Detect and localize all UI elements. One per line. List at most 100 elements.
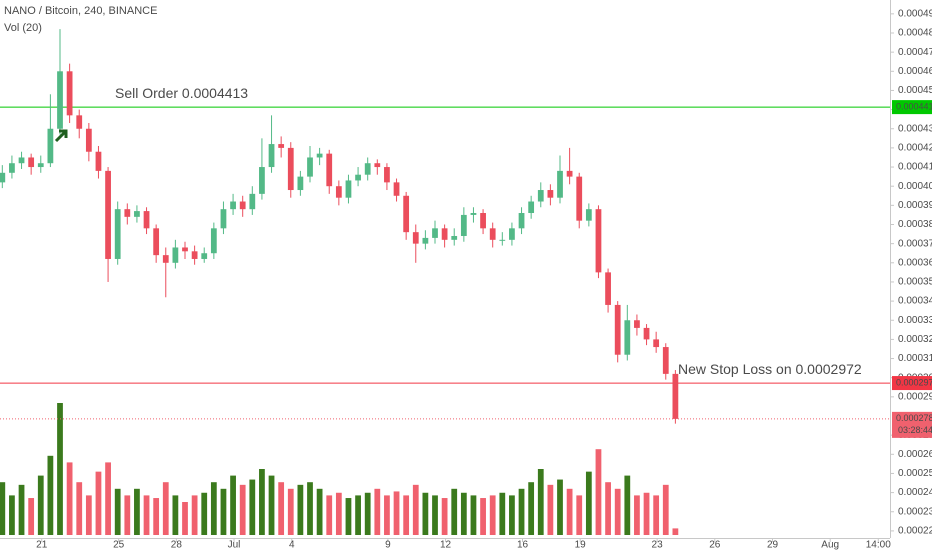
candle-body [85, 128, 92, 152]
candle-body [57, 71, 63, 129]
volume-bar [480, 498, 486, 535]
candle-body [403, 195, 410, 233]
candle-body [412, 232, 419, 244]
price-box [892, 411, 932, 438]
volume-bar [345, 498, 352, 535]
volume-bar [499, 492, 506, 535]
volume-bar [28, 498, 35, 535]
x-tick-label: 28 [171, 540, 183, 550]
volume-bar [393, 491, 400, 535]
candle-body [605, 272, 611, 305]
volume-bar [595, 449, 602, 535]
y-tick-label: 0.0002600 [898, 449, 932, 460]
x-tick-label: 16 [517, 540, 529, 550]
volume-bar [143, 495, 150, 535]
volume-bar [566, 488, 573, 535]
x-tick-label: 21 [36, 540, 48, 550]
y-tick-label: 0.0004500 [898, 85, 932, 96]
x-tick-label: 29 [767, 540, 779, 550]
volume-bar [239, 484, 246, 535]
volume-bar [576, 495, 583, 535]
volume-bar [37, 475, 44, 535]
candle-body [307, 157, 313, 177]
candle-body [28, 157, 35, 168]
volume-bar [9, 495, 15, 535]
candle-body [614, 304, 621, 355]
y-tick-label: 0.0004200 [898, 143, 932, 154]
volume-bar [278, 482, 285, 535]
candle-body [66, 71, 73, 116]
y-tick-label: 0.0004700 [898, 47, 932, 58]
candle-body [643, 327, 650, 340]
x-tick-label: 25 [113, 540, 125, 550]
candle-body [230, 201, 236, 210]
candle-body [585, 209, 592, 221]
candle-body [191, 251, 198, 259]
volume-bar [287, 488, 294, 535]
candle-body [9, 163, 15, 173]
volume-bar [230, 475, 236, 535]
volume-bar [307, 482, 313, 535]
candle-body [259, 167, 265, 194]
candle-body [76, 115, 83, 129]
y-tick-label: 0.0002900 [898, 391, 932, 402]
price-box [892, 376, 932, 391]
volume-bar [412, 484, 419, 535]
y-tick-label: 0.0002200 [898, 526, 932, 537]
candle-body [220, 209, 227, 229]
y-tick-label: 0.0002400 [898, 487, 932, 498]
price-box [892, 100, 932, 115]
volume-bar [643, 492, 650, 535]
candle-body [422, 237, 429, 244]
candle-body [239, 201, 246, 210]
volume-bar [547, 484, 554, 535]
candle-body [134, 211, 140, 217]
candle-body [18, 157, 25, 164]
candle-body [182, 247, 188, 252]
candle-body [95, 151, 102, 171]
volume-bar [384, 495, 390, 535]
candle-body [557, 170, 563, 198]
candle-body [480, 213, 486, 229]
y-tick-label: 0.0004900 [898, 8, 932, 19]
candle-body [153, 228, 160, 256]
candle-body [662, 347, 669, 374]
x-tick-label: 23 [652, 540, 664, 550]
volume-bar [114, 488, 121, 535]
volume-bar [451, 488, 458, 535]
y-tick-label: 0.0004800 [898, 28, 932, 39]
volume-bar [662, 484, 669, 535]
x-tick-label: 4 [289, 540, 295, 550]
volume-bar [172, 495, 179, 535]
arrow-icon [54, 129, 68, 143]
y-tick-label: 0.0003500 [898, 277, 932, 288]
candle-body [0, 172, 6, 183]
volume-bar [326, 495, 333, 535]
candle-body [47, 128, 54, 164]
volume-bar [634, 495, 640, 535]
volume-bar [162, 482, 169, 535]
volume-bar [57, 403, 63, 535]
volume-bar [355, 495, 361, 535]
volume-bar [259, 469, 265, 535]
candle-body [374, 163, 381, 168]
volume-bar [460, 492, 467, 535]
candle-body [653, 339, 660, 348]
candle-body [441, 228, 448, 240]
candle-body [268, 144, 275, 168]
candle-body [384, 167, 390, 183]
volume-layer [0, 403, 679, 535]
y-tick-label: 0.0004000 [898, 181, 932, 192]
candle-body [287, 147, 294, 191]
candle-body [345, 180, 352, 198]
volume-bar [441, 498, 448, 535]
candle-body [451, 235, 458, 240]
price-box-label: 0.0002972 [896, 377, 932, 387]
volume-bar [653, 495, 660, 535]
volume-bar [509, 495, 515, 535]
candle-body [537, 190, 544, 202]
x-tick-label: Jul [228, 540, 241, 550]
candle-body [105, 170, 111, 259]
volume-bar [66, 462, 73, 535]
